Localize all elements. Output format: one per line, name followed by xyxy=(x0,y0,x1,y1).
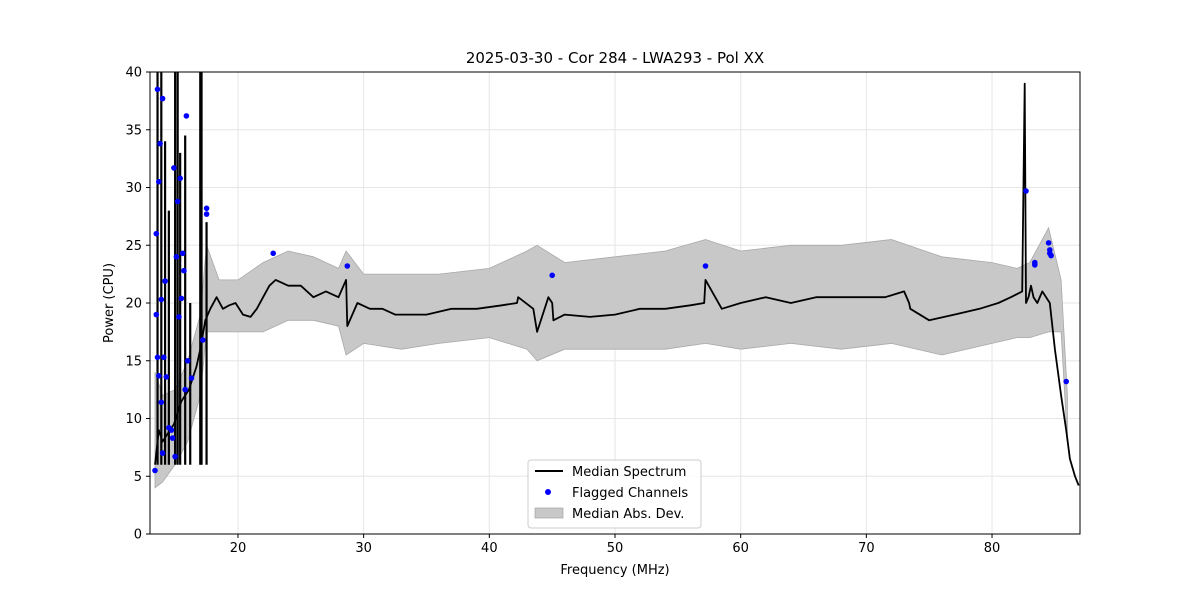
flagged-channel-point xyxy=(184,358,191,364)
flagged-channel-point xyxy=(183,113,190,119)
flagged-channel-point xyxy=(153,230,160,237)
flagged-channel-point xyxy=(178,295,185,302)
x-tick-label: 60 xyxy=(732,541,749,556)
flagged-channel-point xyxy=(1048,252,1054,259)
flagged-channel-point xyxy=(176,314,182,320)
flagged-channel-point xyxy=(168,427,175,433)
flagged-channel-point xyxy=(181,267,187,274)
flagged-channels-layer xyxy=(152,86,1069,474)
flagged-channel-point xyxy=(1063,378,1069,385)
x-tick-label: 50 xyxy=(607,541,624,556)
legend-mad-label: Median Abs. Dev. xyxy=(572,507,684,522)
y-tick-label: 15 xyxy=(125,354,142,369)
flagged-channel-point xyxy=(169,435,176,441)
y-tick-label: 5 xyxy=(134,470,142,485)
x-axis-label: Frequency (MHz) xyxy=(560,563,669,578)
median-spectrum-layer xyxy=(154,72,1080,486)
legend: Median Spectrum Flagged Channels Median … xyxy=(527,459,702,529)
flagged-channel-point xyxy=(549,272,555,279)
y-tick-label: 25 xyxy=(125,239,142,254)
flagged-channel-point xyxy=(1023,188,1029,194)
flagged-channel-point xyxy=(172,453,178,460)
flagged-channel-point xyxy=(200,337,206,343)
legend-mad-swatch xyxy=(534,507,564,519)
y-tick-label: 35 xyxy=(125,123,142,138)
flagged-channel-point xyxy=(270,250,277,257)
flagged-channel-point xyxy=(158,296,165,303)
flagged-channel-point xyxy=(173,253,180,260)
flagged-channel-point xyxy=(154,354,161,361)
x-tick-label: 40 xyxy=(481,541,498,556)
y-axis-label: Power (CPU) xyxy=(102,263,117,343)
y-tick-label: 20 xyxy=(125,297,142,312)
flagged-channel-point xyxy=(152,467,158,474)
median-spectrum-line xyxy=(154,82,1080,486)
chart-title: 2025-03-30 - Cor 284 - LWA293 - Pol XX xyxy=(466,49,764,67)
y-tick-label: 10 xyxy=(125,412,142,427)
legend-box xyxy=(527,459,702,529)
flagged-channel-point xyxy=(1045,240,1052,246)
legend-median-label: Median Spectrum xyxy=(572,465,686,480)
flagged-channel-point xyxy=(203,211,210,217)
flagged-channel-point xyxy=(153,311,160,318)
flagged-channel-point xyxy=(154,86,161,93)
flagged-channel-point xyxy=(177,175,183,182)
flagged-channel-point xyxy=(159,95,166,102)
flagged-channel-point xyxy=(163,374,170,380)
y-tick-label: 0 xyxy=(134,528,142,543)
x-tick-label: 20 xyxy=(230,541,247,556)
flagged-channel-point xyxy=(174,198,181,205)
x-tick-label: 70 xyxy=(858,541,875,556)
flagged-channel-point xyxy=(161,354,167,361)
legend-flagged-label: Flagged Channels xyxy=(572,486,688,501)
flagged-channel-point xyxy=(344,263,351,269)
flagged-channel-point xyxy=(162,278,168,284)
axis-ticks: 20 30 40 50 60 70 80 0 5 10 15 20 25 30 35 40 xyxy=(125,66,1000,557)
legend-flagged-swatch xyxy=(545,489,551,495)
flagged-channel-point xyxy=(1032,262,1038,268)
flagged-channel-point xyxy=(158,399,165,406)
flagged-channel-point xyxy=(702,263,709,269)
flagged-channel-point xyxy=(171,165,177,171)
flagged-channel-point xyxy=(157,140,163,147)
y-tick-label: 30 xyxy=(125,181,142,196)
flagged-channel-point xyxy=(188,375,195,381)
flagged-channel-point xyxy=(203,205,210,212)
flagged-channel-point xyxy=(156,178,162,185)
flagged-channel-point xyxy=(159,450,166,456)
y-tick-label: 40 xyxy=(125,66,142,81)
x-tick-label: 30 xyxy=(355,541,372,556)
x-tick-label: 80 xyxy=(984,541,1001,556)
flagged-channel-point xyxy=(182,386,188,393)
flagged-channel-point xyxy=(156,373,162,379)
flagged-channel-point xyxy=(179,250,186,257)
